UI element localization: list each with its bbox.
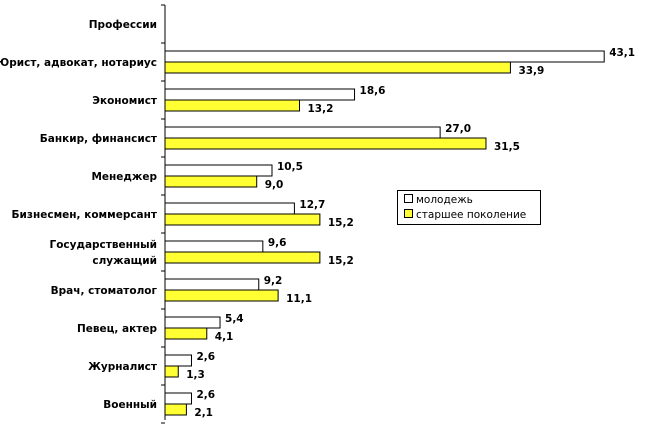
bar-older [164, 137, 487, 150]
data-label: 33,9 [518, 65, 544, 77]
data-label: 9,2 [264, 275, 283, 287]
bar-older [164, 403, 187, 416]
bar-youth [164, 164, 273, 177]
category-label: Певец, актер [77, 323, 158, 335]
data-label: 4,1 [215, 331, 234, 343]
category-label: Врач, стоматолог [51, 285, 158, 297]
data-label: 43,1 [609, 47, 635, 59]
bar-youth [164, 88, 356, 101]
legend-swatch [404, 209, 413, 218]
bar-youth [164, 50, 605, 63]
legend-label: молодежь [416, 194, 473, 206]
bar-older [164, 365, 179, 378]
data-label: 2,6 [196, 351, 215, 363]
bar-older [164, 175, 258, 188]
bar-youth [164, 392, 192, 405]
data-label: 15,2 [328, 217, 354, 229]
data-label: 13,2 [308, 103, 334, 115]
data-label: 12,7 [299, 199, 325, 211]
bar-youth [164, 354, 192, 367]
data-label: 15,2 [328, 255, 354, 267]
bar-older [164, 99, 301, 112]
legend-label: старшее поколение [416, 209, 526, 221]
data-label: 27,0 [445, 123, 471, 135]
category-label: Военный [103, 399, 157, 411]
bar-older [164, 213, 321, 226]
bar-youth [164, 278, 260, 291]
bar-youth [164, 202, 295, 215]
bar-youth [164, 126, 441, 139]
bar-youth [164, 240, 264, 253]
data-label: 9,0 [265, 179, 284, 191]
data-label: 5,4 [225, 313, 244, 325]
category-label: Банкир, финансист [40, 133, 158, 145]
bar-older [164, 327, 208, 340]
category-label: служащий [92, 255, 157, 267]
bar-older [164, 289, 279, 302]
bar-youth [164, 316, 221, 329]
axis-title: Профессии [89, 19, 157, 31]
legend [397, 190, 541, 225]
data-label: 10,5 [277, 161, 303, 173]
category-label: Государственный [50, 239, 158, 251]
data-label: 2,6 [196, 389, 215, 401]
bar-older [164, 251, 321, 264]
category-label: Экономист [92, 95, 158, 107]
category-label: Юрист, адвокат, нотариус [0, 57, 157, 69]
data-label: 9,6 [268, 237, 287, 249]
category-label: Бизнесмен, коммерсант [12, 209, 158, 221]
data-label: 18,6 [360, 85, 386, 97]
data-label: 11,1 [286, 293, 312, 305]
bar-older [164, 61, 511, 74]
category-label: Менеджер [91, 171, 157, 183]
data-label: 2,1 [194, 407, 213, 419]
data-label: 31,5 [494, 141, 520, 153]
legend-swatch [404, 194, 413, 203]
category-label: Журналист [88, 361, 158, 373]
data-label: 1,3 [186, 369, 205, 381]
